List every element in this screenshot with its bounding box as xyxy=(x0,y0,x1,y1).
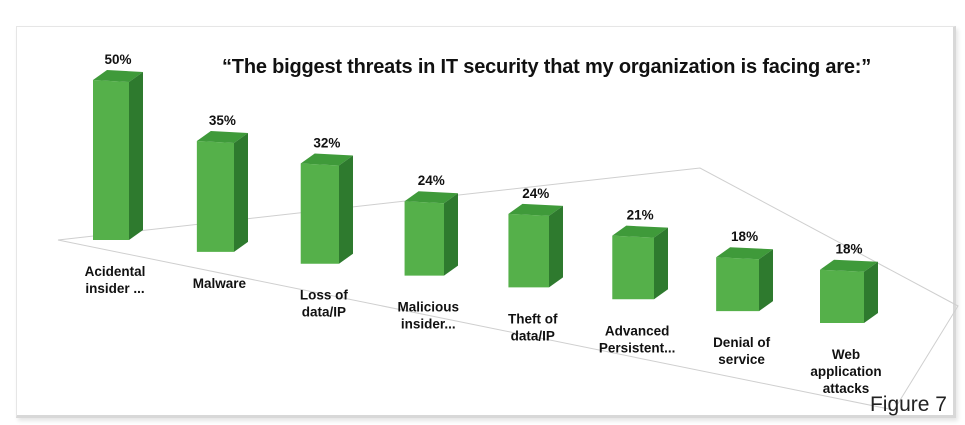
bar-side xyxy=(339,155,353,264)
bar-front xyxy=(612,235,654,300)
bar-front xyxy=(404,201,444,276)
bar-side xyxy=(444,193,458,276)
bar-4 xyxy=(404,191,458,276)
category-label: Loss of data/IP xyxy=(300,288,349,320)
bar-front xyxy=(820,269,864,323)
bar-1 xyxy=(93,70,143,240)
bar-3 xyxy=(300,153,353,264)
value-label: 21% xyxy=(627,208,654,223)
bar-7 xyxy=(716,247,773,312)
bar-top xyxy=(196,131,248,144)
value-label: 35% xyxy=(209,113,236,128)
figure-caption: Figure 7 xyxy=(869,393,947,416)
category-label: Malware xyxy=(193,276,247,291)
value-label: 24% xyxy=(522,186,549,201)
bar-side xyxy=(654,227,668,300)
bar-side xyxy=(129,72,143,240)
bar-top xyxy=(716,247,773,260)
category-label: Acidental insider ... xyxy=(85,264,146,296)
value-label: 18% xyxy=(731,229,758,244)
bar-top xyxy=(93,70,143,82)
category-label: Denial of service xyxy=(713,335,771,367)
chart-title: “The biggest threats in IT security that… xyxy=(222,56,872,78)
bar-front xyxy=(93,80,129,240)
bar-front xyxy=(716,257,759,312)
value-label: 32% xyxy=(313,136,340,151)
bar-5 xyxy=(508,203,563,288)
bar-side xyxy=(234,133,248,252)
bar-front xyxy=(508,213,549,288)
bar-2 xyxy=(196,131,248,252)
value-label: 24% xyxy=(418,173,445,188)
bar-side xyxy=(864,261,878,323)
bar-top xyxy=(508,203,563,216)
bar-side xyxy=(549,205,563,288)
category-label: Malicious insider... xyxy=(398,300,460,332)
bar-front xyxy=(196,141,234,252)
bar-top xyxy=(300,153,353,166)
bar-8 xyxy=(820,259,878,323)
bar-front xyxy=(300,163,339,264)
bar-top xyxy=(612,225,668,238)
value-label: 50% xyxy=(104,52,131,67)
bar-top xyxy=(404,191,458,204)
category-label: Theft of data/IP xyxy=(508,311,558,343)
chart-panel xyxy=(16,26,956,418)
category-label: Web application attacks xyxy=(810,347,881,396)
bar-side xyxy=(759,249,773,312)
bar-6 xyxy=(612,225,668,300)
bar-top xyxy=(820,259,878,272)
chart-floor xyxy=(57,167,959,411)
value-label: 18% xyxy=(835,242,862,257)
category-label: Advanced Persistent... xyxy=(599,323,676,355)
